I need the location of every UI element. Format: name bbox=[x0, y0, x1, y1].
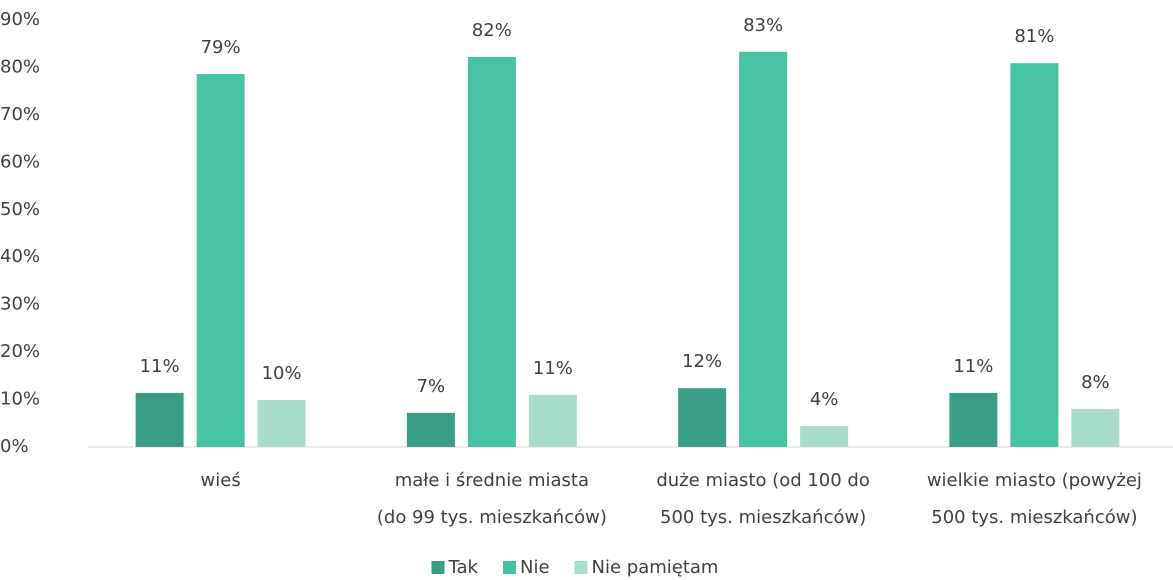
x-tick-label: małe i średnie miasta (do 99 tys. mieszk… bbox=[376, 470, 607, 528]
data-label: 83% bbox=[743, 15, 783, 36]
bar bbox=[257, 400, 306, 447]
bar bbox=[528, 394, 577, 447]
y-tick-label: 30% bbox=[0, 294, 40, 315]
data-label: 8% bbox=[1081, 372, 1110, 393]
y-tick-label: 60% bbox=[0, 151, 40, 172]
bar bbox=[1071, 409, 1120, 447]
data-label: 12% bbox=[682, 351, 722, 372]
bar bbox=[406, 412, 455, 447]
data-label: 11% bbox=[140, 356, 180, 377]
y-tick-label: 80% bbox=[0, 56, 40, 77]
y-tick-label: 0% bbox=[0, 436, 29, 457]
legend-label: Nie bbox=[520, 557, 550, 578]
bar bbox=[800, 426, 849, 447]
legend-swatch bbox=[503, 561, 516, 574]
data-label: 79% bbox=[201, 37, 241, 58]
y-tick-label: 40% bbox=[0, 246, 40, 267]
bar bbox=[739, 51, 788, 447]
y-tick-label: 70% bbox=[0, 104, 40, 125]
bar bbox=[135, 392, 184, 447]
y-tick-label: 50% bbox=[0, 199, 40, 220]
data-label: 11% bbox=[953, 356, 993, 377]
legend-swatch bbox=[574, 561, 588, 574]
legend-swatch bbox=[431, 561, 445, 574]
bar bbox=[467, 57, 516, 448]
x-tick-label: duże miasto (od 100 do 500 tys. mieszkań… bbox=[656, 470, 870, 528]
bar bbox=[1010, 63, 1059, 448]
bar bbox=[949, 392, 998, 447]
bar bbox=[678, 388, 727, 447]
data-label: 7% bbox=[417, 376, 446, 397]
data-label: 11% bbox=[533, 358, 573, 379]
bar bbox=[196, 74, 245, 447]
y-tick-label: 90% bbox=[0, 9, 40, 30]
data-label: 82% bbox=[472, 20, 512, 41]
y-tick-label: 10% bbox=[0, 389, 40, 410]
x-tick-label: wielkie miasto (powyżej 500 tys. mieszka… bbox=[926, 470, 1142, 528]
data-label: 81% bbox=[1014, 26, 1054, 47]
legend-label: Nie pamiętam bbox=[592, 557, 719, 578]
x-tick-label: wieś bbox=[200, 470, 241, 491]
data-label: 4% bbox=[810, 389, 839, 410]
y-tick-label: 20% bbox=[0, 341, 40, 362]
legend-label: Tak bbox=[448, 557, 479, 578]
data-label: 10% bbox=[262, 363, 302, 384]
